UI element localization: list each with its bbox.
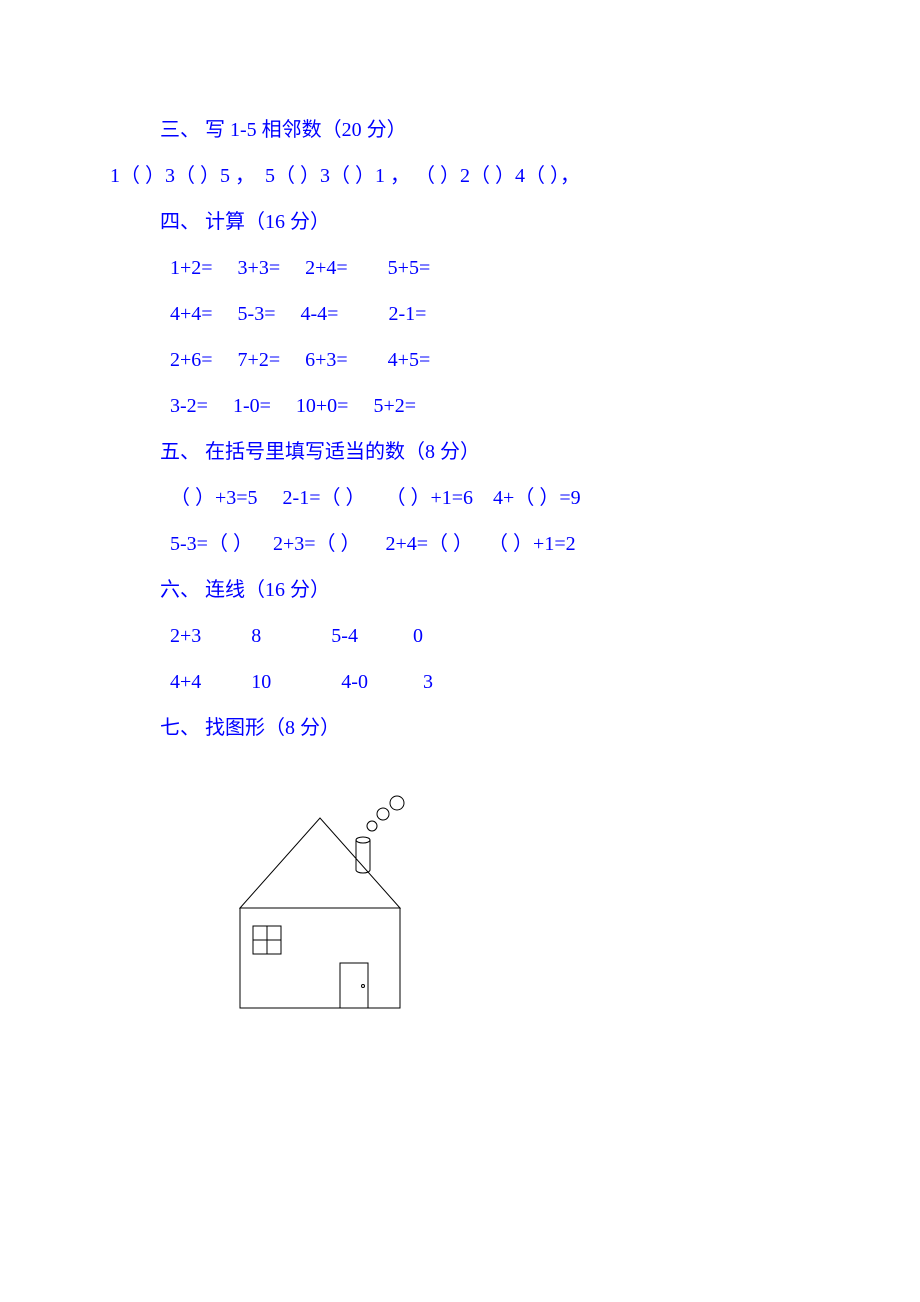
- section-4-heading: 四、 计算（16 分）: [160, 212, 810, 232]
- fill-row-2: 5-3=（ ） 2+3=（ ） 2+4=（ ） （ ）+1=2: [170, 534, 810, 554]
- section-7-heading: 七、 找图形（8 分）: [160, 718, 810, 738]
- calc-row-4: 3-2= 1-0= 10+0= 5+2=: [170, 396, 810, 416]
- section-5-heading: 五、 在括号里填写适当的数（8 分）: [160, 442, 810, 462]
- calc-row-3: 2+6= 7+2= 6+3= 4+5=: [170, 350, 810, 370]
- fill-row-1: （ ）+3=5 2-1=（ ） （ ）+1=6 4+（ ）=9: [170, 488, 810, 508]
- calc-row-1: 1+2= 3+3= 2+4= 5+5=: [170, 258, 810, 278]
- section-6-heading: 六、 连线（16 分）: [160, 580, 810, 600]
- house-svg: [220, 778, 420, 1018]
- house-figure: [220, 778, 810, 1022]
- section-3-heading: 三、 写 1-5 相邻数（20 分）: [160, 120, 810, 140]
- worksheet-page: 三、 写 1-5 相邻数（20 分） 1（ ）3（ ）5 ， 5（ ）3（ ）1…: [0, 0, 920, 1122]
- match-row-1: 2+3 8 5-4 0: [170, 626, 810, 646]
- match-row-2: 4+4 10 4-0 3: [170, 672, 810, 692]
- section-3-content: 1（ ）3（ ）5 ， 5（ ）3（ ）1 ， （ ）2（ ）4（ ），: [110, 166, 810, 186]
- calc-row-2: 4+4= 5-3= 4-4= 2-1=: [170, 304, 810, 324]
